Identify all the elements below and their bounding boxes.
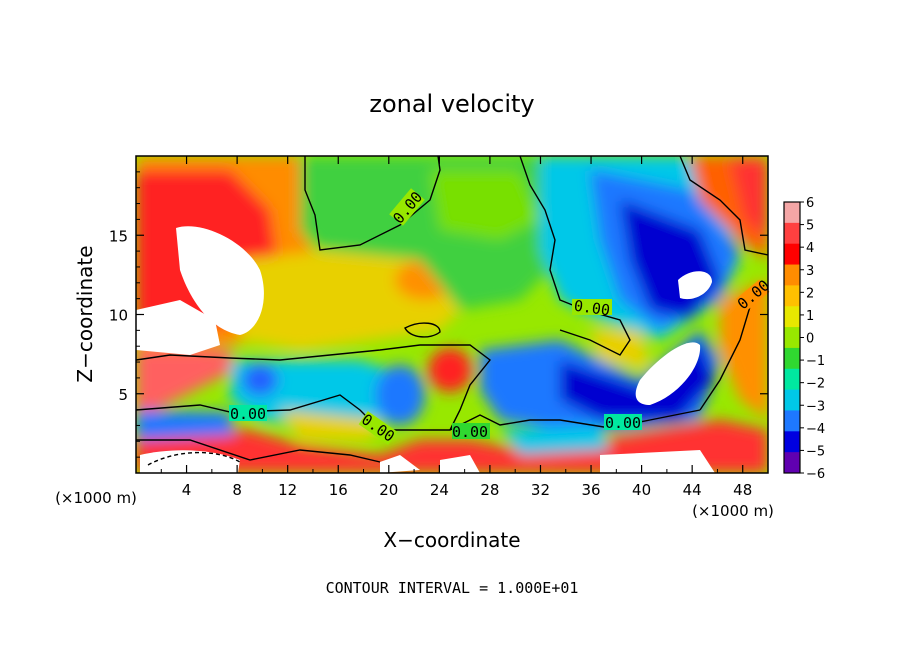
colorbar-swatch xyxy=(784,410,800,432)
colorbar-tick-label: 4 xyxy=(806,241,814,256)
x-tick-label: 36 xyxy=(581,481,600,499)
y-tick-label: 15 xyxy=(109,227,128,245)
x-tick-label: 12 xyxy=(278,481,297,499)
x-tick-label: 16 xyxy=(329,481,348,499)
x-axis: 4 8 12 16 20 24 28 32 36 40 44 48 xyxy=(160,156,752,499)
x-tick-label: 8 xyxy=(232,481,242,499)
contour-label: 0.00 xyxy=(573,297,611,320)
x-tick-label: 48 xyxy=(733,481,752,499)
colorbar-tick-label: 0 xyxy=(806,332,814,347)
colorbar-swatch xyxy=(784,222,800,245)
x-tick-label: 44 xyxy=(683,481,702,499)
colorbar-swatch xyxy=(784,285,800,307)
x-tick-label: 20 xyxy=(379,481,398,499)
x-tick-label: 40 xyxy=(632,481,651,499)
colorbar-swatch xyxy=(784,306,800,328)
colorbar-swatch xyxy=(784,389,800,411)
contour-label: 0.00 xyxy=(605,414,641,432)
y-axis-unit: (×1000 m) xyxy=(55,489,137,507)
x-tick-label: 28 xyxy=(480,481,499,499)
colorbar-tick-label: −2 xyxy=(806,377,825,392)
colorbar-swatch xyxy=(784,243,800,266)
x-tick-label: 24 xyxy=(430,481,449,499)
y-axis: 5 10 15 xyxy=(109,171,768,458)
colorbar-swatch xyxy=(784,202,800,224)
colorbar-tick-label: 5 xyxy=(806,219,814,234)
colorbar-tick-label: 1 xyxy=(806,309,814,324)
colorbar-tick-label: −5 xyxy=(806,444,825,459)
contour-label: 0.00 xyxy=(230,405,266,423)
x-axis-unit: (×1000 m) xyxy=(692,502,774,520)
x-axis-label: X−coordinate xyxy=(383,528,520,552)
x-tick-label: 4 xyxy=(182,481,192,499)
heatmap-field xyxy=(136,156,768,473)
x-tick-label: 32 xyxy=(531,481,550,499)
colorbar-tick-label: −4 xyxy=(806,422,825,437)
colorbar-tick-label: 3 xyxy=(806,264,814,279)
colorbar-tick-label: 2 xyxy=(806,286,814,301)
colorbar-tick-label: −6 xyxy=(806,467,825,482)
y-axis-label: Z−coordinate xyxy=(73,245,97,382)
colorbar-swatch xyxy=(784,264,800,286)
colorbar-swatch xyxy=(784,368,800,391)
colorbar-tick-label: 6 xyxy=(806,196,814,211)
colorbar-tick-label: −3 xyxy=(806,399,825,414)
colorbar-swatch xyxy=(784,452,800,474)
contour-label: 0.00 xyxy=(452,423,488,441)
colorbar-swatch xyxy=(784,431,800,453)
contour-interval-note: CONTOUR INTERVAL = 1.000E+01 xyxy=(326,579,579,597)
y-tick-label: 5 xyxy=(118,386,128,404)
chart-title: zonal velocity xyxy=(369,90,534,118)
y-tick-label: 10 xyxy=(109,307,128,325)
colorbar-swatch xyxy=(784,327,800,349)
colorbar-swatch xyxy=(784,347,800,370)
colorbar-tick-label: −1 xyxy=(806,354,825,369)
colorbar: 6 5 4 3 2 1 0 −1 −2 −3 −4 −5 −6 xyxy=(783,196,825,482)
